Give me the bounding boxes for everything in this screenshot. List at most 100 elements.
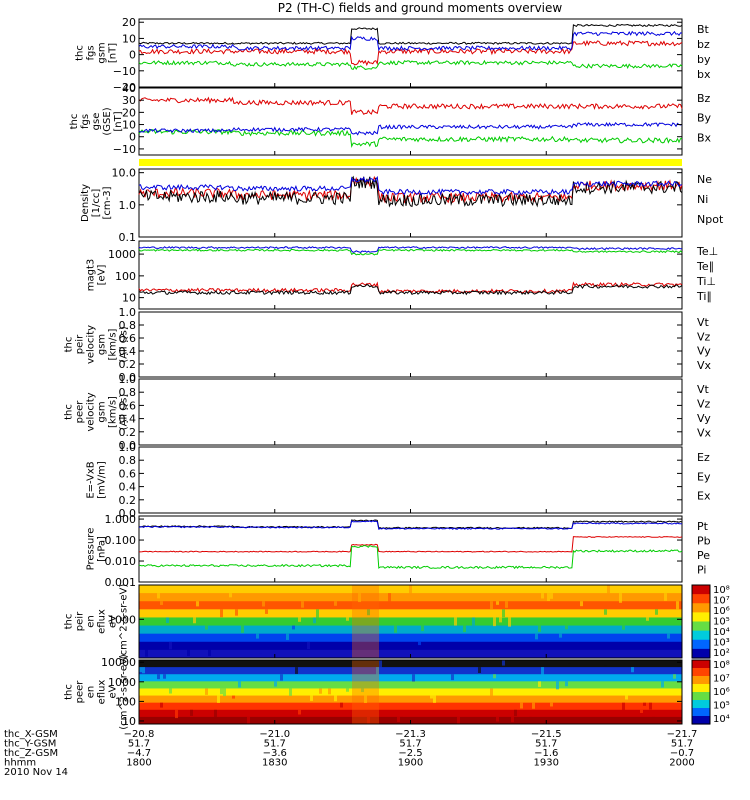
y-tick-label: 0.0 — [119, 439, 137, 452]
spectrogram-pixel — [472, 617, 475, 626]
spectrogram-pixel — [274, 681, 277, 687]
series-bz — [138, 39, 683, 67]
series-By — [138, 128, 683, 149]
quality-flag-bar — [139, 159, 682, 166]
spectrogram-pixel — [301, 601, 304, 608]
spectrogram-pixel — [559, 633, 562, 638]
legend-Vt: Vt — [697, 316, 710, 329]
spectrogram-pixel — [430, 695, 433, 699]
y-axis-label: thcpeirvelocitygsm[km/s](All Qs) — [64, 325, 130, 364]
legend-Vx: Vx — [697, 427, 712, 440]
y-tick-label: 0.1 — [119, 231, 137, 244]
spectrogram-pixel — [520, 702, 523, 709]
legend-Vy: Vy — [697, 345, 711, 358]
y-axis-label: E=-VxB[mV/m] — [86, 461, 108, 499]
spectrogram-pixel — [214, 709, 217, 719]
legend-Ni: Ni — [697, 193, 708, 206]
series-Te⊥ — [138, 281, 683, 294]
y-tick-label: 20 — [122, 106, 136, 119]
spectrogram-pixel — [511, 716, 514, 723]
ephemeris-value: −21.0 — [259, 729, 290, 740]
spectrogram-pixel — [313, 617, 316, 624]
panel-density: 10.0 1.0 0.1 Density[1/cc][cm-3] Ne Ni Npot — [80, 167, 724, 244]
series-by — [138, 59, 683, 71]
panel-yellow-bar — [139, 159, 682, 166]
ephemeris-value: 51.7 — [128, 739, 150, 750]
panel-frame — [138, 87, 683, 156]
spectrogram-pixel — [169, 688, 172, 694]
spectrogram-pixel — [205, 625, 208, 630]
spectrogram-pixel — [160, 702, 163, 708]
legend-Te⊥: Te⊥ — [696, 245, 718, 258]
spectrogram-pixel — [190, 709, 193, 716]
legend-Npot: Npot — [697, 213, 724, 226]
spectrogram-pixel — [337, 649, 340, 657]
y-tick-label: 1000 — [108, 676, 136, 689]
ephemeris-value: 51.7 — [264, 739, 286, 750]
spectrogram-pixel — [607, 585, 610, 594]
ephemeris-row-label: thc_X-GSM — [4, 729, 58, 740]
y-axis-label: thcpeirenefluxeV(cm^2-s-sr-eV) — [64, 584, 130, 660]
colorbar-frame — [691, 659, 711, 725]
spectrogram-pixel — [319, 688, 322, 694]
panel-fgs-gsm: 20 10 0 −10 −20 thcfgsgsm[nT] Bt bz by bx — [75, 16, 711, 94]
y-tick-label: −20 — [113, 81, 136, 94]
spectrogram-pixel — [328, 688, 331, 695]
ephemeris-row-label: thc_Z-GSM — [4, 748, 58, 759]
spectrogram-pixel — [220, 688, 223, 695]
spectrogram-pixel — [550, 593, 553, 599]
spectrogram-pixel — [229, 593, 232, 598]
series-Bt — [138, 23, 683, 45]
spectrogram-pixel — [418, 641, 421, 646]
spectrogram-pixel — [364, 585, 367, 658]
y-tick-label: 1000 — [108, 248, 136, 261]
colorbar-tick-label: 10⁸ — [713, 660, 730, 671]
spectrogram-pixel — [643, 702, 646, 706]
spectrogram-pixel — [364, 660, 367, 724]
y-axis-label: Density[1/cc][cm-3] — [80, 184, 113, 222]
spectrogram-pixel — [604, 660, 607, 666]
spectrogram-pixel — [376, 585, 379, 658]
spectrogram-pixel — [346, 617, 349, 621]
spectrogram-pixel — [394, 625, 397, 633]
spectrogram-pixel — [154, 660, 157, 667]
spectrogram-pixel — [217, 695, 220, 703]
colorbar-tick-label: 10⁷ — [713, 674, 730, 685]
y-tick-label: 0.2 — [119, 358, 137, 371]
spectrogram-pixel — [364, 695, 367, 704]
panel-frame — [138, 311, 683, 378]
spectrogram-pixel — [373, 660, 376, 724]
colorbar-segment — [692, 612, 710, 623]
panel-frame — [138, 446, 683, 514]
spectrogram-band — [139, 660, 682, 668]
spectrogram-pixel — [310, 695, 313, 701]
spectrogram-pixel — [346, 688, 349, 692]
y-tick-label: 1.0 — [119, 199, 137, 212]
spectrogram-image — [139, 660, 682, 724]
spectrogram-pixel — [490, 688, 493, 696]
panel-frame — [138, 378, 683, 446]
y-tick-label: 0.6 — [119, 467, 137, 480]
spectrogram-pixel — [280, 674, 283, 681]
spectrogram-pixel — [667, 633, 670, 639]
ephemeris-value: −3.6 — [263, 748, 287, 759]
colorbar-tick-label: 10⁴ — [713, 627, 730, 638]
legend-Ti∥: Ti∥ — [696, 290, 712, 303]
spectrogram-pixel — [307, 641, 310, 650]
spectrogram-pixel — [316, 609, 319, 619]
spectrogram-pixel — [169, 641, 172, 650]
panel-peir-velocity: 1.00.80.60.40.20.0thcpeirvelocitygsm[km/… — [64, 306, 712, 384]
spectrogram-pixel — [529, 716, 532, 721]
series-Bz — [138, 96, 683, 115]
spectrogram-pixel — [370, 585, 373, 658]
spectrogram-pixel — [655, 609, 658, 615]
spectrogram-pixel — [631, 667, 634, 673]
colorbar-segment — [692, 668, 710, 677]
ephemeris-value: −20.8 — [124, 729, 155, 740]
spectrogram-pixel — [550, 702, 553, 707]
panel-frame — [138, 168, 683, 238]
y-tick-label: 10000 — [101, 656, 136, 669]
colorbar-tick-label: 10³ — [713, 638, 730, 649]
spectrogram-pixel — [160, 601, 163, 605]
